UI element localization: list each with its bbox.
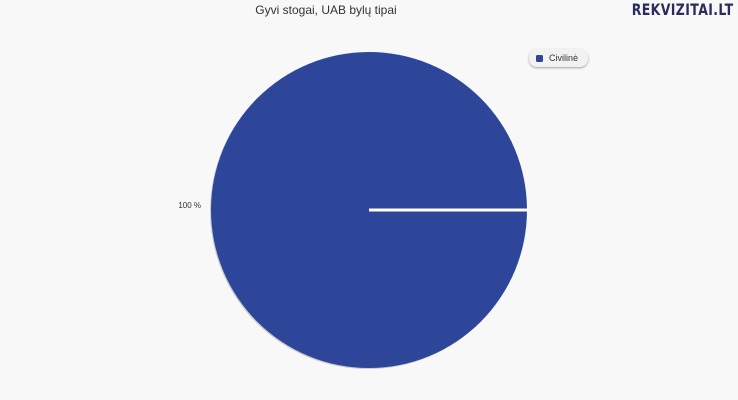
brand-logo: REKVIZITAI.LT <box>632 0 734 19</box>
legend-swatch-civiline <box>536 54 543 62</box>
brand-suffix: .LT <box>713 0 734 19</box>
data-label: 100 % <box>178 201 201 210</box>
brand-name: REKVIZITAI <box>632 0 714 19</box>
legend[interactable]: Civilinė <box>529 49 589 67</box>
pie-slices: 100 % <box>178 52 527 369</box>
chart-title: Gyvi stogai, UAB bylų tipai <box>255 3 397 17</box>
legend-label-civiline: Civilinė <box>549 53 579 63</box>
